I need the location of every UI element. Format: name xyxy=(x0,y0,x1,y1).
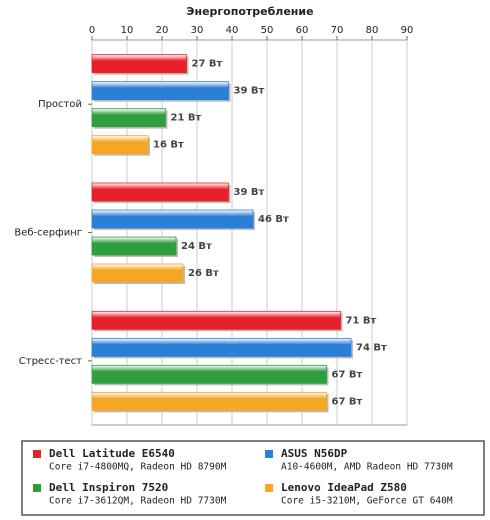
bar xyxy=(91,364,327,384)
x-tick-label: 90 xyxy=(401,25,414,36)
x-tick-label: 0 xyxy=(89,25,95,36)
value-label: 16 Вт xyxy=(153,140,184,151)
value-label: 74 Вт xyxy=(356,342,387,353)
bar xyxy=(91,81,229,101)
legend-description: Core i5-3210M, GeForce GT 640M xyxy=(281,496,453,507)
bar xyxy=(91,391,327,411)
value-label: 21 Вт xyxy=(171,113,202,124)
bar xyxy=(91,135,149,155)
legend-swatch xyxy=(265,484,273,492)
legend-swatch xyxy=(33,484,41,492)
value-label: 46 Вт xyxy=(258,214,289,225)
bar xyxy=(91,310,341,330)
value-label: 71 Вт xyxy=(346,315,377,326)
legend-swatch xyxy=(265,450,273,458)
x-tick-label: 10 xyxy=(121,25,134,36)
legend-description: Core i7-3612QM, Radeon HD 7730M xyxy=(49,496,227,507)
value-label: 39 Вт xyxy=(234,86,265,97)
bar xyxy=(91,263,184,283)
legend-label: Lenovo IdeaPad Z580 xyxy=(281,481,407,494)
y-tick-label: Веб-серфинг xyxy=(14,228,82,239)
y-tick-label: Простой xyxy=(38,99,82,110)
bar xyxy=(91,54,187,74)
legend-box xyxy=(21,440,485,516)
legend-description: Core i7-4800MQ, Radeon HD 8790M xyxy=(49,462,227,473)
value-label: 27 Вт xyxy=(192,59,223,70)
legend-swatch xyxy=(33,450,41,458)
legend-label: ASUS N56DP xyxy=(281,447,348,460)
x-tick-label: 40 xyxy=(226,25,239,36)
bar xyxy=(91,209,254,229)
value-label: 67 Вт xyxy=(332,369,363,380)
value-label: 26 Вт xyxy=(188,268,219,279)
value-label: 24 Вт xyxy=(181,241,212,252)
legend-label: Dell Inspiron 7520 xyxy=(49,481,168,494)
x-tick-label: 80 xyxy=(366,25,379,36)
x-tick-label: 20 xyxy=(156,25,169,36)
plot-area xyxy=(91,39,408,426)
x-tick-label: 60 xyxy=(296,25,309,36)
bar xyxy=(91,108,166,128)
legend-description: A10-4600M, AMD Radeon HD 7730M xyxy=(281,462,453,473)
bar xyxy=(91,337,352,357)
bar xyxy=(91,182,229,202)
bar xyxy=(91,236,177,256)
value-label: 67 Вт xyxy=(332,396,363,407)
x-tick-label: 70 xyxy=(331,25,344,36)
chart-title: Энергопотребление xyxy=(186,5,313,18)
x-tick-label: 50 xyxy=(261,25,274,36)
legend-label: Dell Latitude E6540 xyxy=(49,447,175,460)
x-tick-label: 30 xyxy=(191,25,204,36)
y-tick-label: Стресс-тест xyxy=(19,356,82,367)
value-label: 39 Вт xyxy=(234,187,265,198)
